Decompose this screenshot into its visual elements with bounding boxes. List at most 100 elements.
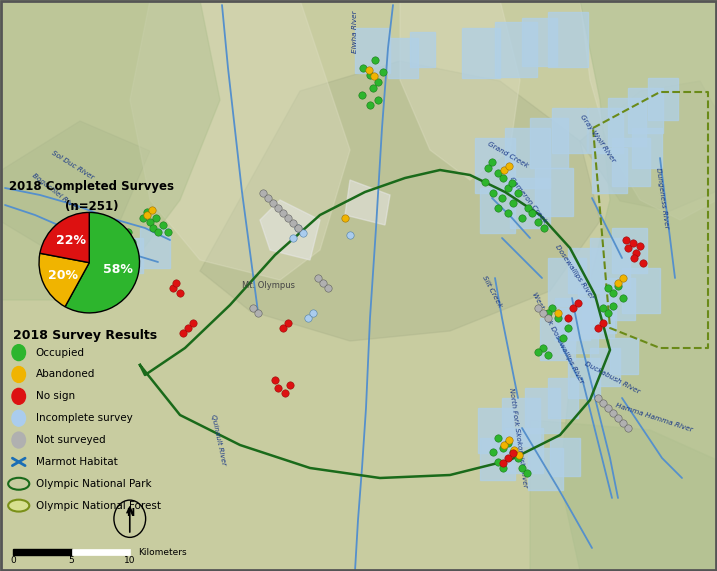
Wedge shape <box>65 212 140 313</box>
Bar <box>592 148 627 193</box>
Text: 0: 0 <box>11 556 16 565</box>
Wedge shape <box>40 212 90 263</box>
Point <box>622 243 634 252</box>
Point <box>503 183 514 192</box>
Point <box>552 308 564 317</box>
Text: Gray Wolf River: Gray Wolf River <box>579 113 617 163</box>
Point <box>498 464 509 473</box>
Point <box>508 445 520 455</box>
Point <box>118 234 129 243</box>
Bar <box>505 428 543 473</box>
Point <box>516 214 528 223</box>
Point <box>498 174 509 183</box>
Point <box>137 214 148 223</box>
Bar <box>388 38 418 78</box>
Point <box>364 66 375 75</box>
Bar <box>72 549 130 555</box>
Point <box>592 393 604 403</box>
Point <box>284 380 295 389</box>
Point <box>612 279 624 288</box>
Point <box>630 248 642 258</box>
Point <box>288 219 299 228</box>
Point <box>272 203 284 212</box>
Point <box>597 319 609 328</box>
Point <box>493 203 504 212</box>
Text: 2018 Completed Survyes: 2018 Completed Survyes <box>9 180 174 192</box>
Point <box>532 347 543 356</box>
Point <box>270 375 281 384</box>
Point <box>522 203 533 212</box>
Point <box>622 424 634 433</box>
Point <box>602 283 614 292</box>
Bar <box>560 308 598 353</box>
Text: Elwha River: Elwha River <box>352 11 358 53</box>
Point <box>496 194 508 203</box>
Point <box>493 433 504 443</box>
Point <box>503 162 515 171</box>
Text: (n=251): (n=251) <box>65 200 118 214</box>
Bar <box>530 118 568 168</box>
Point <box>498 459 509 468</box>
Point <box>498 444 509 453</box>
Text: Sol Duc River: Sol Duc River <box>51 150 95 180</box>
Bar <box>578 288 616 333</box>
Text: Bogachiel River: Bogachiel River <box>31 172 79 212</box>
Point <box>364 100 376 110</box>
Point <box>377 67 389 77</box>
Bar <box>555 298 590 340</box>
Bar <box>478 408 513 453</box>
Point <box>562 323 574 332</box>
Point <box>486 158 498 167</box>
Point <box>521 468 533 477</box>
Text: 5: 5 <box>69 556 75 565</box>
Point <box>512 188 523 198</box>
Point <box>162 227 174 236</box>
Bar <box>495 22 537 77</box>
Bar <box>462 28 500 78</box>
Point <box>187 319 199 328</box>
Text: Occupied: Occupied <box>36 348 85 357</box>
Point <box>282 319 294 328</box>
Point <box>146 206 158 215</box>
Point <box>272 384 284 393</box>
Point <box>607 408 619 417</box>
Point <box>357 63 369 73</box>
Point <box>339 214 351 223</box>
Point <box>503 439 514 448</box>
Point <box>277 208 289 218</box>
Bar <box>550 438 580 476</box>
Polygon shape <box>0 121 150 251</box>
Polygon shape <box>560 0 717 571</box>
Polygon shape <box>260 200 320 260</box>
Point <box>542 313 554 323</box>
Point <box>503 436 515 445</box>
Point <box>503 208 514 218</box>
Bar <box>608 98 646 146</box>
Polygon shape <box>580 0 717 220</box>
Point <box>488 188 499 198</box>
Bar <box>118 238 143 273</box>
Point <box>483 163 494 172</box>
Point <box>537 343 549 352</box>
Bar <box>568 358 600 398</box>
Bar <box>588 108 623 153</box>
Point <box>507 199 518 208</box>
Text: Abandoned: Abandoned <box>36 369 95 380</box>
Point <box>506 178 518 187</box>
Text: Dungeness River: Dungeness River <box>655 167 669 229</box>
Point <box>488 448 499 457</box>
Point <box>493 168 504 178</box>
Bar <box>610 338 638 374</box>
Point <box>612 413 624 423</box>
Point <box>313 274 324 283</box>
Point <box>542 308 554 317</box>
Text: Hamma Hamma River: Hamma Hamma River <box>614 403 693 433</box>
Bar <box>632 128 662 168</box>
Point <box>479 178 490 187</box>
Point <box>516 464 528 473</box>
Bar <box>95 248 123 286</box>
Point <box>282 214 294 223</box>
Text: North Fork Skokomish River: North Fork Skokomish River <box>508 388 528 488</box>
Point <box>607 288 619 297</box>
Point <box>538 223 550 232</box>
